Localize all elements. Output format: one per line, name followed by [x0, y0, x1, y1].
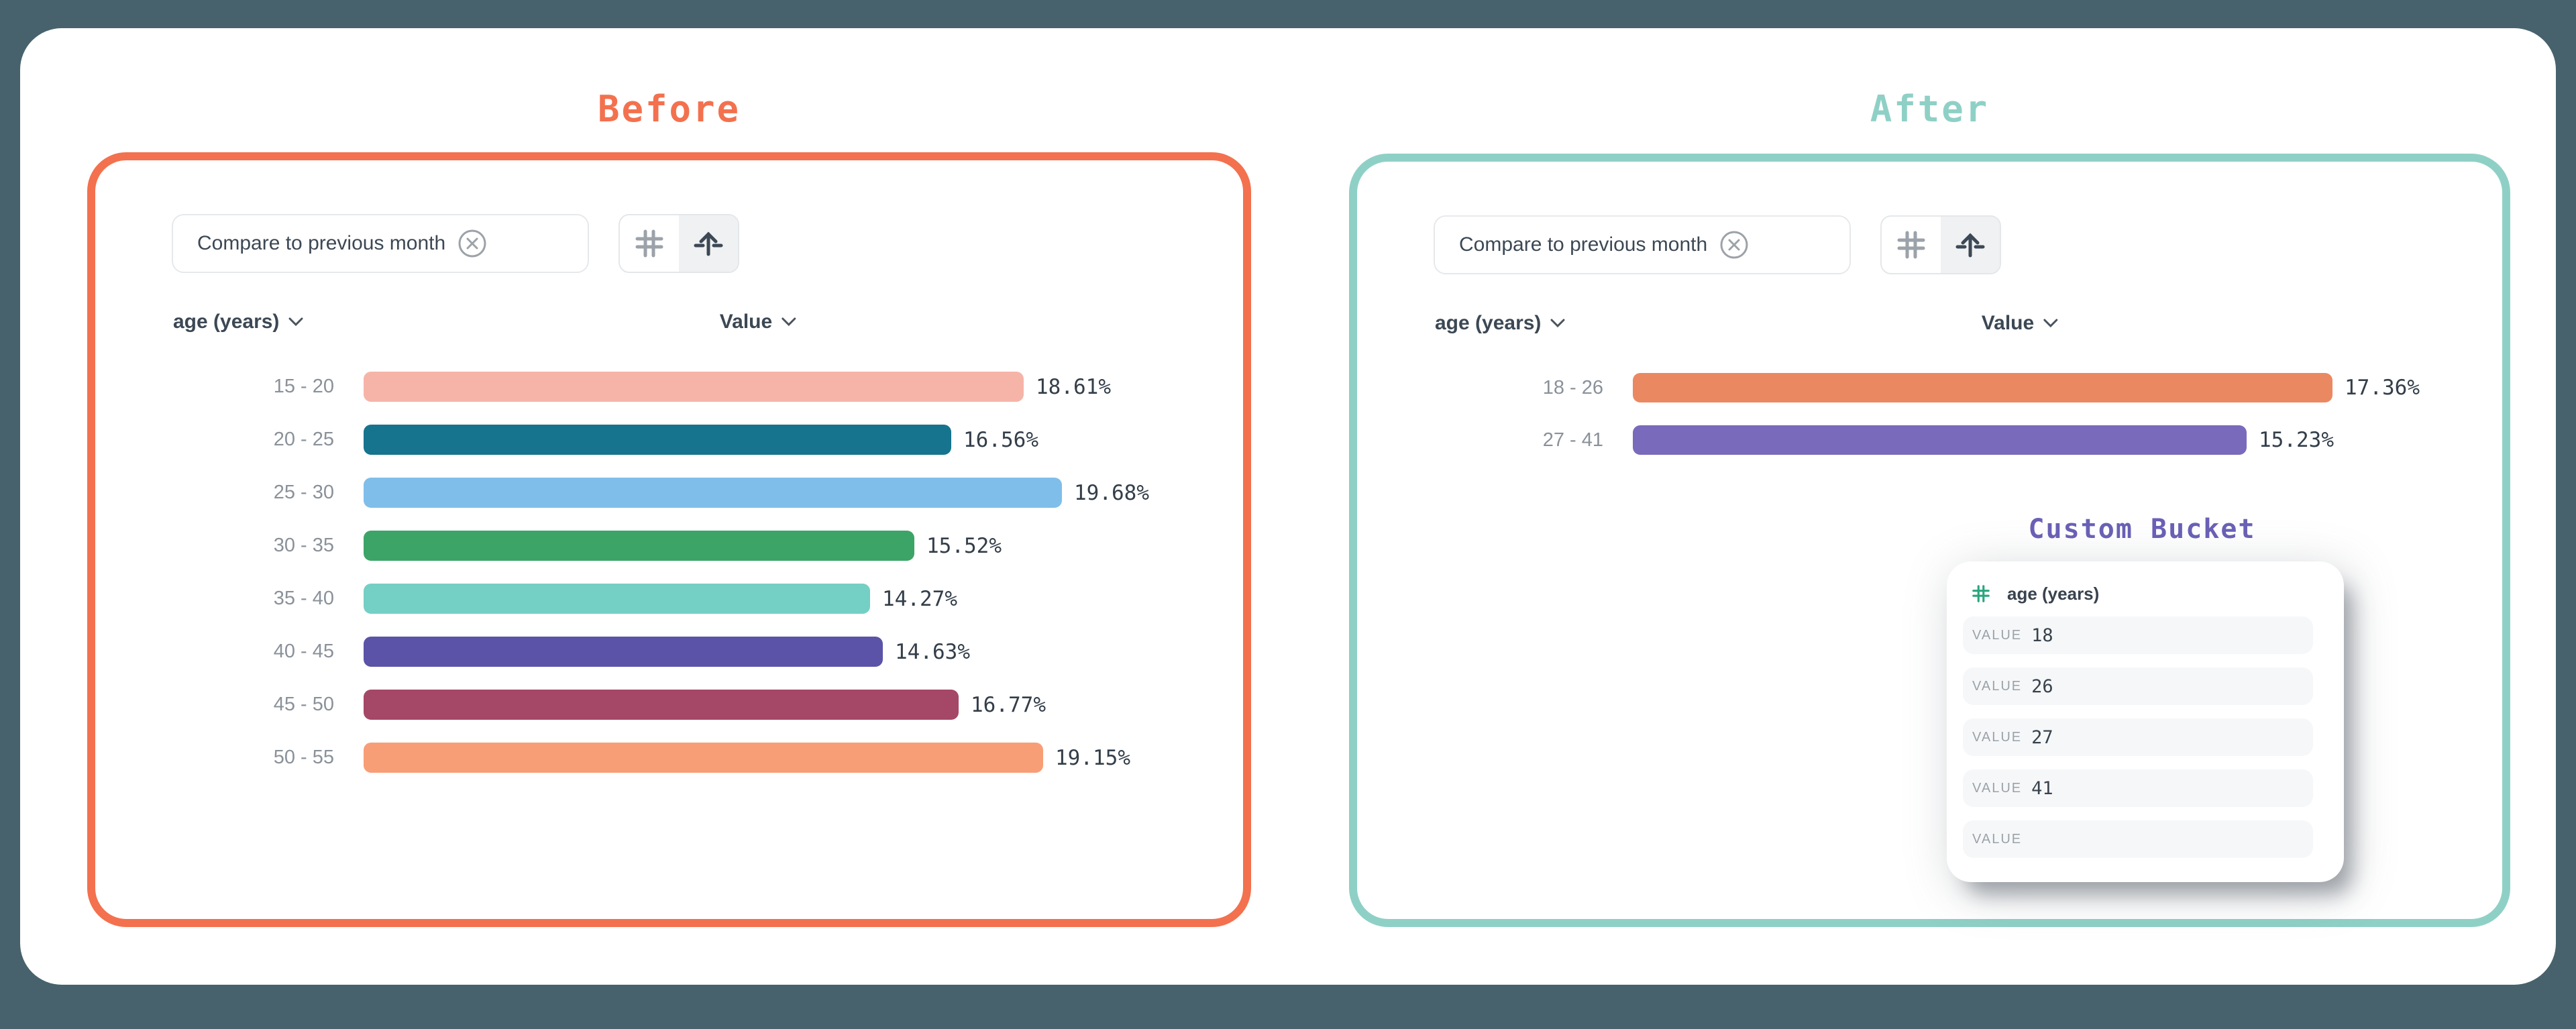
rank-view-button[interactable] [679, 215, 738, 272]
bar-value-label: 16.56% [963, 427, 1038, 452]
value-header-label: Value [1981, 312, 2035, 334]
bar-value-label: 14.63% [895, 639, 970, 664]
bucket-value-input[interactable]: VALUE 41 [1963, 769, 2313, 807]
custom-bucket-popup: age (years) VALUE 18 VALUE 26 VALUE 27 VALUE 41… [1947, 561, 2344, 882]
arrow-up-icon [692, 227, 724, 260]
value-header-dropdown[interactable]: Value [1982, 312, 2058, 335]
category-label: 50 - 55 [273, 747, 334, 768]
category-label: 45 - 50 [273, 694, 334, 715]
hash-icon [1971, 584, 1991, 604]
value-field-label: VALUE [1972, 627, 2023, 643]
value-field-number: 26 [2031, 675, 2053, 697]
numeric-view-button[interactable] [620, 215, 679, 272]
bar[interactable] [364, 372, 1024, 402]
bar-row: 30 - 35 15.52% [95, 519, 1243, 572]
value-field-label: VALUE [1972, 729, 2023, 745]
category-label: 15 - 20 [273, 376, 334, 397]
filter-chip-label: Compare to previous month [1459, 233, 1708, 256]
bar-value-label: 18.61% [1036, 374, 1111, 399]
circle-x-icon[interactable] [1719, 230, 1749, 260]
category-label: 27 - 41 [1542, 429, 1603, 451]
filter-chip[interactable]: Compare to previous month [1434, 215, 1851, 274]
value-header-dropdown[interactable]: Value [720, 311, 796, 333]
category-label: 35 - 40 [273, 588, 334, 609]
bar[interactable] [364, 743, 1043, 773]
custom-bucket-title: Custom Bucket [2028, 514, 2256, 545]
dimension-header-label: age (years) [173, 311, 280, 333]
category-label: 40 - 45 [273, 641, 334, 662]
bar-row: 35 - 40 14.27% [95, 572, 1243, 625]
column-headers: age (years) Value [1357, 312, 2502, 345]
bucket-field-header: age (years) [1971, 582, 2313, 606]
bar-value-label: 19.15% [1055, 745, 1130, 770]
content-card: Before After Compare to previous month [20, 28, 2556, 985]
dimension-header-label: age (years) [1435, 312, 1542, 334]
filter-chip-label: Compare to previous month [197, 232, 446, 254]
value-field-label: VALUE [1972, 678, 2023, 694]
view-toggle [1880, 215, 2001, 274]
circle-x-icon[interactable] [458, 229, 487, 258]
bar-row: 20 - 25 16.56% [95, 413, 1243, 466]
category-label: 18 - 26 [1542, 376, 1603, 398]
bar-row: 15 - 20 18.61% [95, 360, 1243, 413]
bar-row: 50 - 55 19.15% [95, 731, 1243, 784]
dimension-header-dropdown[interactable]: age (years) [1435, 312, 1565, 335]
dimension-header-dropdown[interactable]: age (years) [173, 311, 303, 333]
bar-row: 18 - 26 17.36% [1357, 362, 2502, 414]
value-field-number: 18 [2031, 625, 2053, 646]
chevron-down-icon [288, 317, 303, 327]
bar-value-label: 15.23% [2259, 428, 2334, 452]
bucket-value-input[interactable]: VALUE 27 [1963, 718, 2313, 756]
bar[interactable] [364, 584, 870, 614]
bar[interactable] [1633, 425, 2247, 455]
arrow-up-icon [1954, 229, 1986, 261]
category-label: 30 - 35 [273, 535, 334, 556]
chevron-down-icon [2043, 319, 2058, 328]
after-title: After [1870, 88, 1990, 130]
hash-icon [633, 227, 665, 260]
bar-row: 27 - 41 15.23% [1357, 414, 2502, 466]
value-field-label: VALUE [1972, 831, 2023, 847]
bar-value-label: 19.68% [1074, 480, 1149, 505]
after-panel: Compare to previous month [1349, 154, 2510, 927]
category-label: 25 - 30 [273, 482, 334, 503]
rank-view-button[interactable] [1941, 217, 2000, 273]
value-header-label: Value [719, 311, 773, 333]
bucket-value-input[interactable]: VALUE 26 [1963, 667, 2313, 705]
bar-chart-after: 18 - 26 17.36% 27 - 41 15.23% [1357, 362, 2502, 466]
bar-chart-before: 15 - 20 18.61% 20 - 25 16.56% 25 - 30 19.68% 3… [95, 360, 1243, 784]
bar[interactable] [364, 637, 883, 667]
chevron-down-icon [1550, 319, 1565, 328]
bar[interactable] [1633, 373, 2332, 402]
bucket-value-input[interactable]: VALUE [1963, 820, 2313, 858]
bar-row: 40 - 45 14.63% [95, 625, 1243, 678]
value-field-label: VALUE [1972, 780, 2023, 796]
filter-chip[interactable]: Compare to previous month [172, 214, 589, 273]
category-label: 20 - 25 [273, 429, 334, 450]
bar-value-label: 16.77% [971, 692, 1046, 717]
hash-icon [1895, 229, 1927, 261]
bar-value-label: 14.27% [882, 586, 957, 611]
bucket-field-name: age (years) [2007, 583, 2100, 604]
chevron-down-icon [782, 317, 796, 327]
bar-row: 25 - 30 19.68% [95, 466, 1243, 519]
value-field-number: 41 [2031, 777, 2053, 799]
bar[interactable] [364, 425, 951, 455]
bar[interactable] [364, 478, 1062, 508]
bar-row: 45 - 50 16.77% [95, 678, 1243, 731]
value-field-number: 27 [2031, 726, 2053, 748]
column-headers: age (years) Value [95, 311, 1243, 344]
numeric-view-button[interactable] [1882, 217, 1941, 273]
bucket-value-fields: VALUE 18 VALUE 26 VALUE 27 VALUE 41 VALUE [1947, 616, 2344, 858]
before-title: Before [597, 88, 741, 130]
bar[interactable] [364, 690, 959, 720]
before-panel: Compare to previous month [87, 152, 1251, 927]
view-toggle [619, 214, 739, 273]
bucket-value-input[interactable]: VALUE 18 [1963, 616, 2313, 654]
bar-value-label: 17.36% [2345, 376, 2420, 400]
bar[interactable] [364, 531, 914, 561]
bar-value-label: 15.52% [926, 533, 1002, 558]
